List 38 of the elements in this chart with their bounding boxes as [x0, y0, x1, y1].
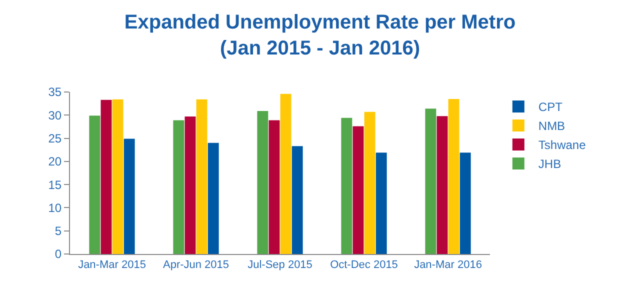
bar	[196, 99, 208, 254]
bar	[184, 116, 196, 254]
y-tick-label: 35	[48, 85, 62, 100]
bar	[436, 116, 448, 254]
bar	[448, 98, 460, 254]
bar	[173, 120, 184, 254]
bar	[292, 146, 303, 254]
bar	[100, 100, 112, 254]
y-tick-label: 0	[54, 247, 62, 262]
bar	[208, 142, 219, 254]
y-tick-label: 10	[48, 200, 62, 215]
y-tick-label: 20	[48, 154, 62, 169]
x-tick-label: Jul-Sep 2015	[248, 259, 312, 272]
legend-label: NMB	[538, 119, 566, 134]
legend-label: CPT	[538, 100, 564, 114]
bar	[425, 108, 436, 254]
x-tick-label: Jan-Mar 2016	[414, 259, 482, 272]
x-tick-label: Jan-Mar 2015	[78, 259, 146, 272]
bar	[89, 116, 100, 254]
x-tick-label: Oct-Dec 2015	[330, 259, 398, 272]
bar	[124, 138, 135, 254]
bar	[341, 118, 352, 254]
bar	[257, 110, 268, 254]
legend-label: Tshwane	[538, 138, 586, 152]
y-tick-label: 25	[48, 131, 62, 146]
y-tick-label: 5	[54, 224, 62, 238]
bar	[364, 112, 376, 254]
bar	[268, 120, 280, 254]
bar	[376, 152, 387, 254]
x-tick-label: Apr-Jun 2015	[162, 259, 230, 272]
chart-title: Expanded Unemployment Rate per Metro (Jan 2015 - Jan 2016)	[124, 11, 516, 60]
bar	[352, 126, 364, 254]
legend-label: JHB	[538, 157, 562, 172]
y-tick-label: 30	[48, 108, 62, 122]
bar	[280, 94, 292, 254]
bar	[460, 152, 471, 254]
y-tick-label: 15	[48, 178, 62, 192]
bar	[112, 99, 124, 254]
